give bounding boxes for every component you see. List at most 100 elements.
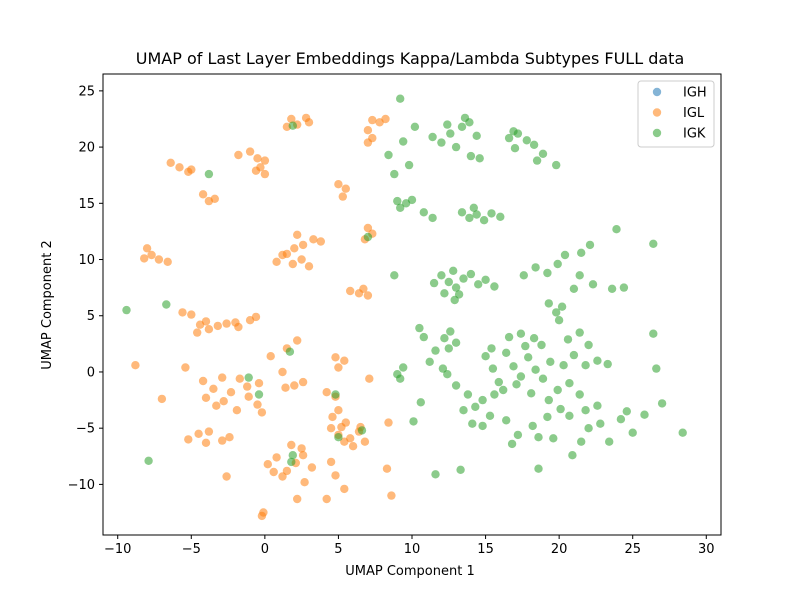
point-igk-129 <box>471 402 480 411</box>
point-igk-46 <box>451 283 461 292</box>
point-igk-32 <box>428 213 437 223</box>
point-igl-35 <box>163 257 172 266</box>
point-igk-34 <box>465 213 474 223</box>
point-igk-99 <box>531 365 540 374</box>
point-igl-82 <box>298 377 308 387</box>
point-igk-146 <box>549 434 558 443</box>
point-igl-50 <box>359 284 368 293</box>
point-igl-9 <box>363 138 373 147</box>
point-igl-33 <box>140 254 149 263</box>
point-igl-75 <box>201 393 211 402</box>
point-igk-5 <box>451 142 461 152</box>
point-igk-14 <box>410 122 420 131</box>
point-igl-40 <box>309 235 318 244</box>
point-igk-1 <box>288 121 297 130</box>
point-igk-59 <box>553 259 562 269</box>
point-igl-47 <box>346 286 355 296</box>
point-igk-41 <box>363 232 373 242</box>
point-igk-104 <box>499 385 508 395</box>
point-igl-44 <box>293 230 302 239</box>
x-axis-label: UMAP Component 1 <box>345 564 474 579</box>
point-igl-96 <box>334 406 343 415</box>
legend: IGH IGL IGK <box>637 80 715 148</box>
x-tick-label: 15 <box>477 542 494 557</box>
point-igl-104 <box>340 437 349 446</box>
point-igl-109 <box>340 356 349 365</box>
point-igk-164 <box>288 451 297 460</box>
point-igl-102 <box>360 437 370 446</box>
point-igk-101 <box>546 357 555 366</box>
point-igl-49 <box>363 291 373 300</box>
point-igk-106 <box>527 389 536 398</box>
point-igk-145 <box>596 419 605 428</box>
point-igk-53 <box>440 289 449 298</box>
point-igk-112 <box>487 344 496 353</box>
point-igk-64 <box>612 225 621 234</box>
point-igk-137 <box>513 430 523 440</box>
point-igk-17 <box>390 169 399 179</box>
point-igl-25 <box>334 180 343 189</box>
point-igk-96 <box>509 362 518 371</box>
points-layer <box>122 94 687 521</box>
point-igl-22 <box>198 190 208 199</box>
point-igk-147 <box>577 437 586 446</box>
point-igl-80 <box>278 367 287 377</box>
point-igk-120 <box>581 361 590 370</box>
point-igl-113 <box>272 453 281 462</box>
point-igk-125 <box>575 390 584 399</box>
point-igl-66 <box>198 376 208 386</box>
point-igl-24 <box>210 194 219 203</box>
point-igk-166 <box>451 381 461 390</box>
y-tick-label: 25 <box>78 84 95 99</box>
point-igk-140 <box>534 433 543 442</box>
point-igl-46 <box>304 262 314 271</box>
point-igk-115 <box>563 335 573 344</box>
y-axis-label: UMAP Component 2 <box>40 240 55 369</box>
point-igl-123 <box>326 457 336 467</box>
point-igk-13 <box>399 137 408 146</box>
point-igk-143 <box>565 411 574 420</box>
point-igl-120 <box>300 478 309 487</box>
point-igl-39 <box>298 240 308 250</box>
x-tick-label: 30 <box>698 542 715 557</box>
point-igk-2 <box>428 132 437 142</box>
legend-label-igh: IGH <box>683 86 707 101</box>
point-igl-131 <box>257 511 267 521</box>
point-igk-43 <box>429 278 439 288</box>
point-igk-152 <box>616 415 626 424</box>
point-igk-10 <box>443 120 452 129</box>
legend-marker-igk <box>652 128 662 138</box>
point-igk-136 <box>502 416 511 425</box>
point-igl-7 <box>363 126 373 135</box>
point-igk-3 <box>437 138 446 147</box>
point-igl-16 <box>245 147 255 156</box>
point-igk-23 <box>510 144 520 153</box>
point-igk-119 <box>593 356 602 365</box>
point-igk-157 <box>254 390 264 399</box>
point-igk-91 <box>456 465 465 474</box>
point-igk-16 <box>404 160 414 170</box>
point-igk-116 <box>575 328 584 337</box>
point-igk-49 <box>474 280 483 289</box>
point-igl-65 <box>157 394 167 404</box>
point-igk-89 <box>409 417 418 426</box>
point-igk-71 <box>552 308 561 317</box>
point-igk-95 <box>502 348 511 357</box>
point-igk-110 <box>504 332 514 342</box>
point-igl-127 <box>322 494 331 504</box>
point-igk-9 <box>460 113 470 123</box>
point-igl-52 <box>187 310 196 319</box>
point-igk-70 <box>544 299 553 308</box>
point-igl-26 <box>341 184 350 193</box>
point-igl-56 <box>222 319 231 328</box>
point-igk-153 <box>640 410 649 419</box>
point-igk-72 <box>557 302 567 311</box>
point-igk-165 <box>393 370 402 379</box>
point-igl-103 <box>348 442 358 451</box>
point-igk-54 <box>490 282 499 291</box>
point-igk-57 <box>531 263 540 272</box>
point-igk-111 <box>516 329 526 338</box>
point-igk-68 <box>619 283 629 292</box>
point-igl-88 <box>194 429 203 438</box>
point-igk-126 <box>593 401 602 410</box>
